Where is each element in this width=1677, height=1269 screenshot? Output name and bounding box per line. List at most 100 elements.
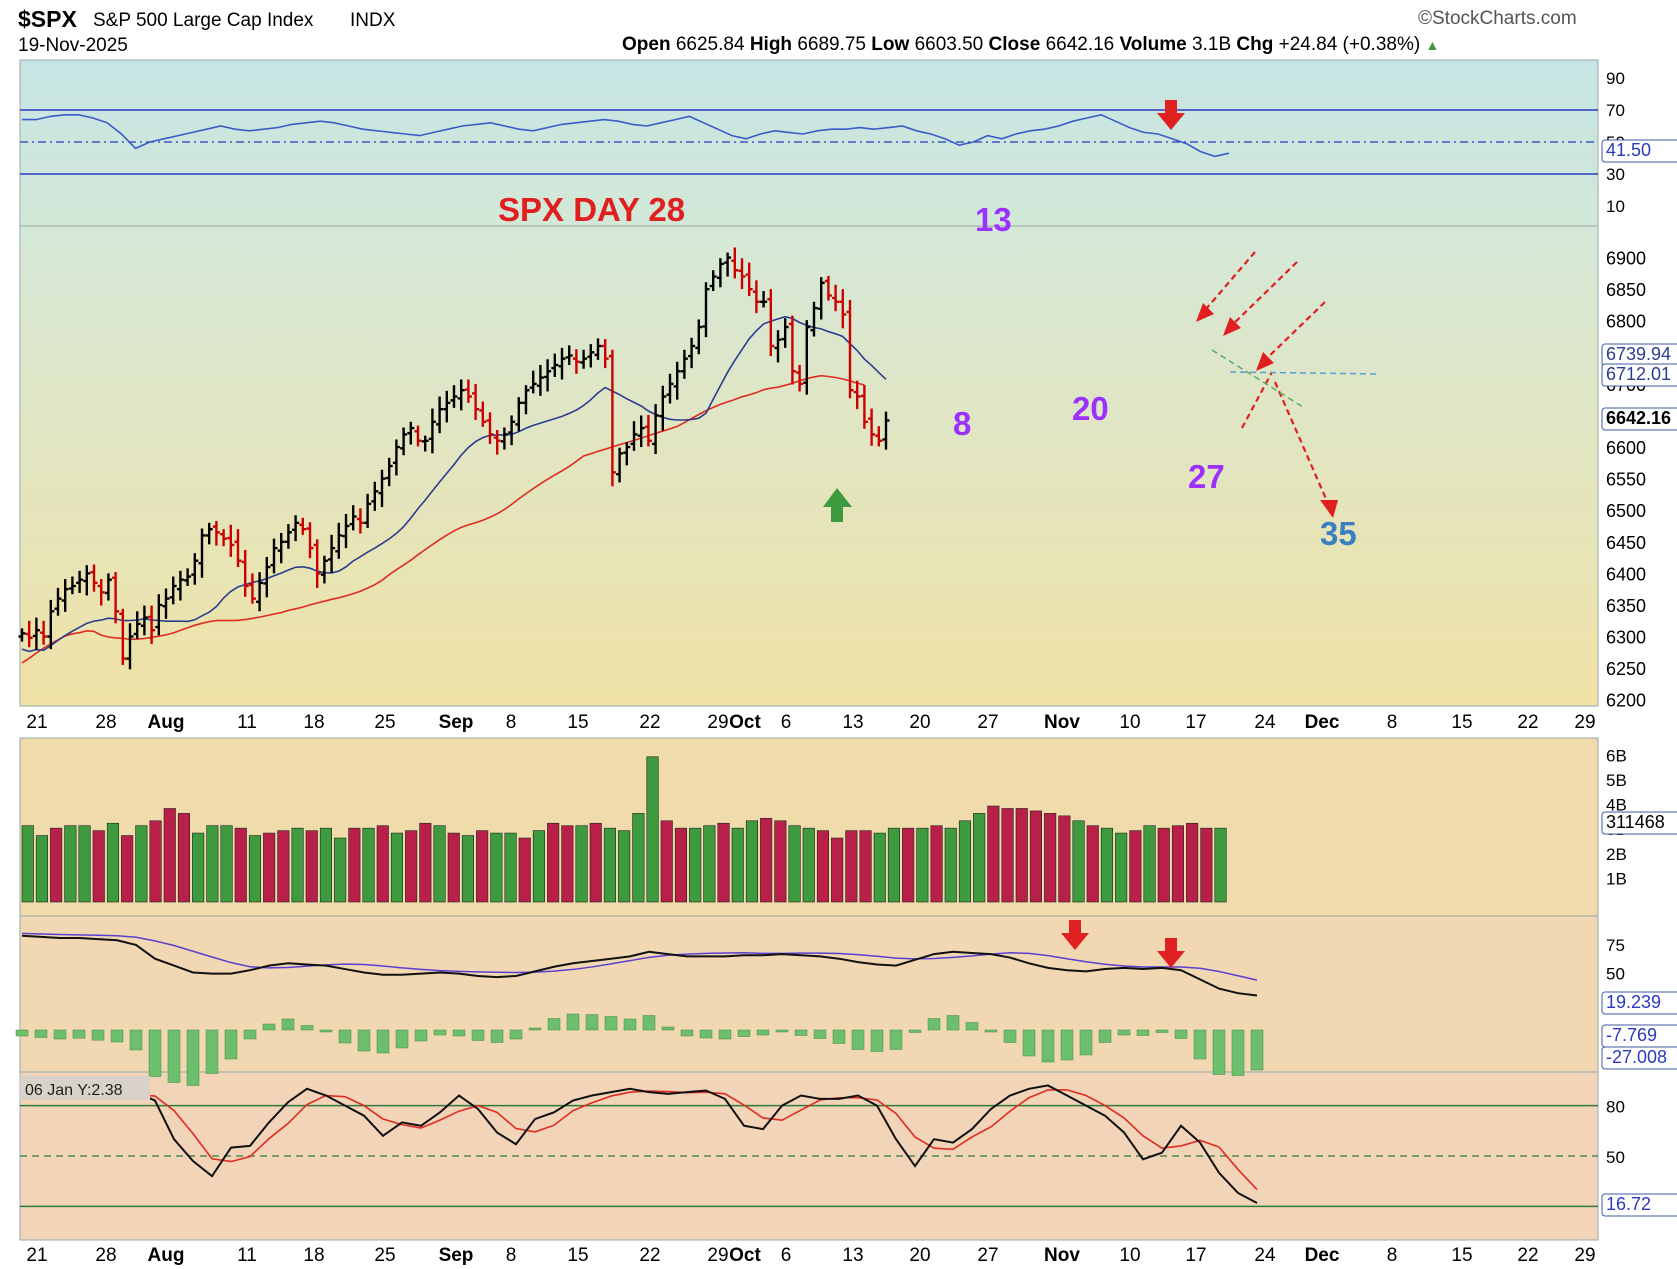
ohlc-bar[interactable] <box>666 373 674 404</box>
ohlc-bar[interactable] <box>126 623 134 670</box>
ohlc-bar[interactable] <box>738 258 746 290</box>
ohlc-bar[interactable] <box>868 408 876 446</box>
ohlc-bar[interactable] <box>853 380 861 410</box>
ohlc-bar[interactable] <box>716 258 724 288</box>
ohlc-bar[interactable] <box>284 524 292 549</box>
volume-bar[interactable] <box>731 827 744 903</box>
ohlc-bar[interactable] <box>191 553 199 585</box>
ohlc-bar[interactable] <box>299 517 307 535</box>
ohlc-bar[interactable] <box>61 579 69 612</box>
volume-bar[interactable] <box>490 832 503 903</box>
volume-bar[interactable] <box>930 825 943 903</box>
ohlc-bar[interactable] <box>551 353 559 377</box>
ohlc-bar[interactable] <box>68 576 76 595</box>
ohlc-bar[interactable] <box>558 347 566 380</box>
ohlc-bar[interactable] <box>767 289 775 357</box>
ohlc-bar[interactable] <box>292 515 300 542</box>
ohlc-bar[interactable] <box>659 385 667 431</box>
volume-bar[interactable] <box>319 827 333 903</box>
ohlc-bar[interactable] <box>457 379 465 411</box>
ohlc-bar[interactable] <box>644 414 652 447</box>
ohlc-bar[interactable] <box>472 383 480 420</box>
ohlc-bar[interactable] <box>364 493 372 528</box>
ohlc-bar[interactable] <box>97 579 105 606</box>
volume-bar[interactable] <box>106 822 119 903</box>
volume-bar[interactable] <box>476 830 489 903</box>
ohlc-bar[interactable] <box>256 572 264 612</box>
volume-bar[interactable] <box>362 827 375 903</box>
ohlc-bar[interactable] <box>414 425 422 447</box>
ohlc-bar[interactable] <box>824 275 832 301</box>
ohlc-bar[interactable] <box>500 427 508 450</box>
ohlc-bar[interactable] <box>270 538 278 574</box>
volume-bar[interactable] <box>348 827 361 903</box>
volume-bar[interactable] <box>1115 832 1128 903</box>
ohlc-bar[interactable] <box>587 344 595 368</box>
ohlc-bar[interactable] <box>313 539 321 588</box>
volume-bar[interactable] <box>845 830 858 903</box>
volume-bar[interactable] <box>632 813 645 903</box>
ohlc-bar[interactable] <box>400 427 408 456</box>
ohlc-bar[interactable] <box>810 301 818 337</box>
ohlc-bar[interactable] <box>162 588 170 619</box>
volume-bar[interactable] <box>21 825 34 903</box>
volume-bar[interactable] <box>703 825 716 903</box>
volume-bar[interactable] <box>575 825 588 903</box>
ohlc-bar[interactable] <box>263 556 271 598</box>
ohlc-bar[interactable] <box>796 364 804 392</box>
ohlc-bar[interactable] <box>25 620 33 648</box>
ohlc-bar[interactable] <box>184 568 192 586</box>
volume-bar[interactable] <box>35 835 49 903</box>
volume-bar[interactable] <box>433 825 446 903</box>
ohlc-bar[interactable] <box>76 570 84 593</box>
volume-bar[interactable] <box>532 830 546 903</box>
ohlc-bar[interactable] <box>205 522 213 545</box>
volume-bar[interactable] <box>78 825 91 903</box>
ohlc-bar[interactable] <box>479 401 487 427</box>
ohlc-bar[interactable] <box>356 508 364 534</box>
volume-bar[interactable] <box>220 825 233 903</box>
volume-bar[interactable] <box>1200 827 1213 903</box>
volume-bar[interactable] <box>461 835 475 903</box>
ohlc-bar[interactable] <box>522 385 530 415</box>
ohlc-bar[interactable] <box>392 439 400 476</box>
ohlc-bar[interactable] <box>220 529 228 547</box>
ohlc-bar[interactable] <box>133 611 141 640</box>
ohlc-bar[interactable] <box>378 469 386 508</box>
ohlc-bar[interactable] <box>702 282 710 338</box>
ohlc-bar[interactable] <box>788 315 796 385</box>
volume-bar[interactable] <box>873 832 886 903</box>
ohlc-bar[interactable] <box>54 587 62 616</box>
volume-bar[interactable] <box>1214 827 1227 903</box>
ohlc-bar[interactable] <box>817 277 825 320</box>
volume-bar[interactable] <box>859 830 872 903</box>
volume-bar[interactable] <box>277 830 290 903</box>
volume-bar[interactable] <box>916 827 929 903</box>
ohlc-bar[interactable] <box>385 457 393 487</box>
volume-bar[interactable] <box>816 830 830 903</box>
ohlc-bar[interactable] <box>724 252 732 277</box>
ohlc-bar[interactable] <box>608 349 616 487</box>
volume-bar[interactable] <box>618 830 631 903</box>
ohlc-bar[interactable] <box>673 361 681 400</box>
volume-bar[interactable] <box>234 827 247 903</box>
volume-bar[interactable] <box>561 825 574 903</box>
volume-bar[interactable] <box>774 820 787 903</box>
volume-bar[interactable] <box>92 830 105 903</box>
volume-bar[interactable] <box>717 822 730 903</box>
ohlc-bar[interactable] <box>248 573 256 604</box>
ohlc-bar[interactable] <box>148 605 156 645</box>
ohlc-bar[interactable] <box>371 481 379 511</box>
ohlc-bar[interactable] <box>803 320 811 395</box>
volume-bar[interactable] <box>887 827 901 903</box>
volume-bar[interactable] <box>1157 827 1170 903</box>
ohlc-bar[interactable] <box>320 555 328 584</box>
ohlc-bar[interactable] <box>875 426 883 447</box>
ohlc-bar[interactable] <box>652 404 660 454</box>
volume-bar[interactable] <box>788 825 801 903</box>
ohlc-bar[interactable] <box>306 522 314 559</box>
ohlc-bar[interactable] <box>104 573 112 601</box>
volume-bar[interactable] <box>135 825 148 903</box>
volume-bar[interactable] <box>831 837 844 903</box>
